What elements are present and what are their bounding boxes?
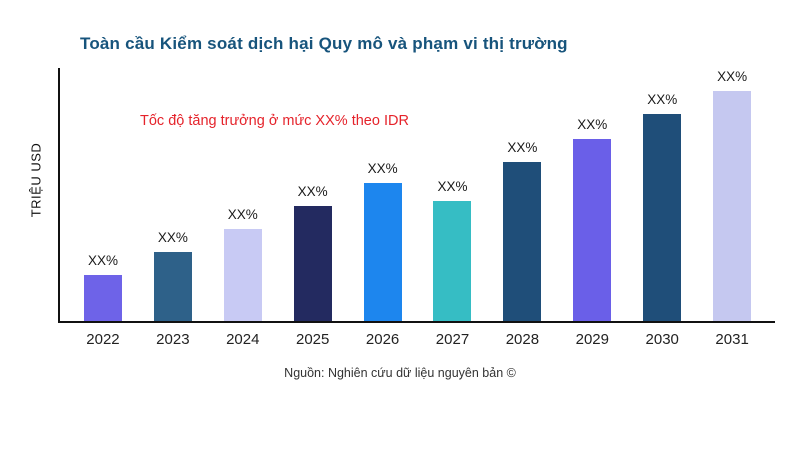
chart-title: Toàn cầu Kiểm soát dịch hại Quy mô và ph… [80,34,568,53]
y-axis-label: TRIỆU USD [28,142,44,218]
x-axis-tick-label: 2026 [365,331,400,348]
bar-value-label: XX% [507,140,538,156]
bar-group: XX% [348,68,418,321]
bar-chart: TRIỆU USD Tốc độ tăng trưởng ở mức XX% t… [14,68,775,348]
x-axis-tick-label: 2028 [505,331,540,348]
x-axis-tick-label: 2022 [86,331,120,348]
x-axis-tick-label: 2031 [715,331,749,348]
plot-area: Tốc độ tăng trưởng ở mức XX% theo IDR XX… [58,68,775,323]
x-axis-tick-label: 2027 [435,331,470,348]
x-axis-tick-label: 2025 [295,331,330,348]
source-note: Nguồn: Nghiên cứu dữ liệu nguyên bản © [284,366,516,380]
bar-value-label: XX% [227,207,258,222]
growth-annotation: Tốc độ tăng trưởng ở mức XX% theo IDR [140,113,409,129]
bar-value-label: XX% [367,161,398,176]
bar-group: XX% [487,68,557,321]
bar [153,252,192,321]
x-axis-labels: 2022 2023 2024 2025 2026 2027 2028 2029 2030 2031 [58,331,775,348]
y-axis: TRIỆU USD [14,68,58,323]
bar [293,206,332,321]
bar [223,229,262,321]
bar-value-label: XX% [157,230,188,245]
bar [83,275,122,321]
bar [713,91,752,321]
chart-area: Tốc độ tăng trưởng ở mức XX% theo IDR XX… [58,68,775,348]
bar-group: XX% [697,68,767,321]
bar-group: XX% [557,68,627,321]
bar [643,114,682,321]
bar-value-label: XX% [577,117,608,133]
bar-value-label: XX% [717,69,748,84]
bar-group: XX% [68,68,138,321]
bar-group: XX% [418,68,488,321]
bar-group: XX% [278,68,348,321]
bar-value-label: XX% [87,253,118,268]
x-axis-tick-label: 2030 [645,331,679,348]
bar [363,183,402,321]
bar-value-label: XX% [297,184,328,199]
x-axis-tick-label: 2029 [575,331,609,348]
bar-group: XX% [208,68,278,321]
bar [503,162,542,321]
bar-group: XX% [138,68,208,321]
bar-value-label: XX% [437,179,468,195]
x-axis-tick-label: 2024 [226,331,260,348]
bar [433,201,472,321]
bar-group: XX% [627,68,697,321]
x-axis-tick-label: 2023 [156,331,190,348]
bar-value-label: XX% [647,92,678,107]
bar [573,139,612,321]
